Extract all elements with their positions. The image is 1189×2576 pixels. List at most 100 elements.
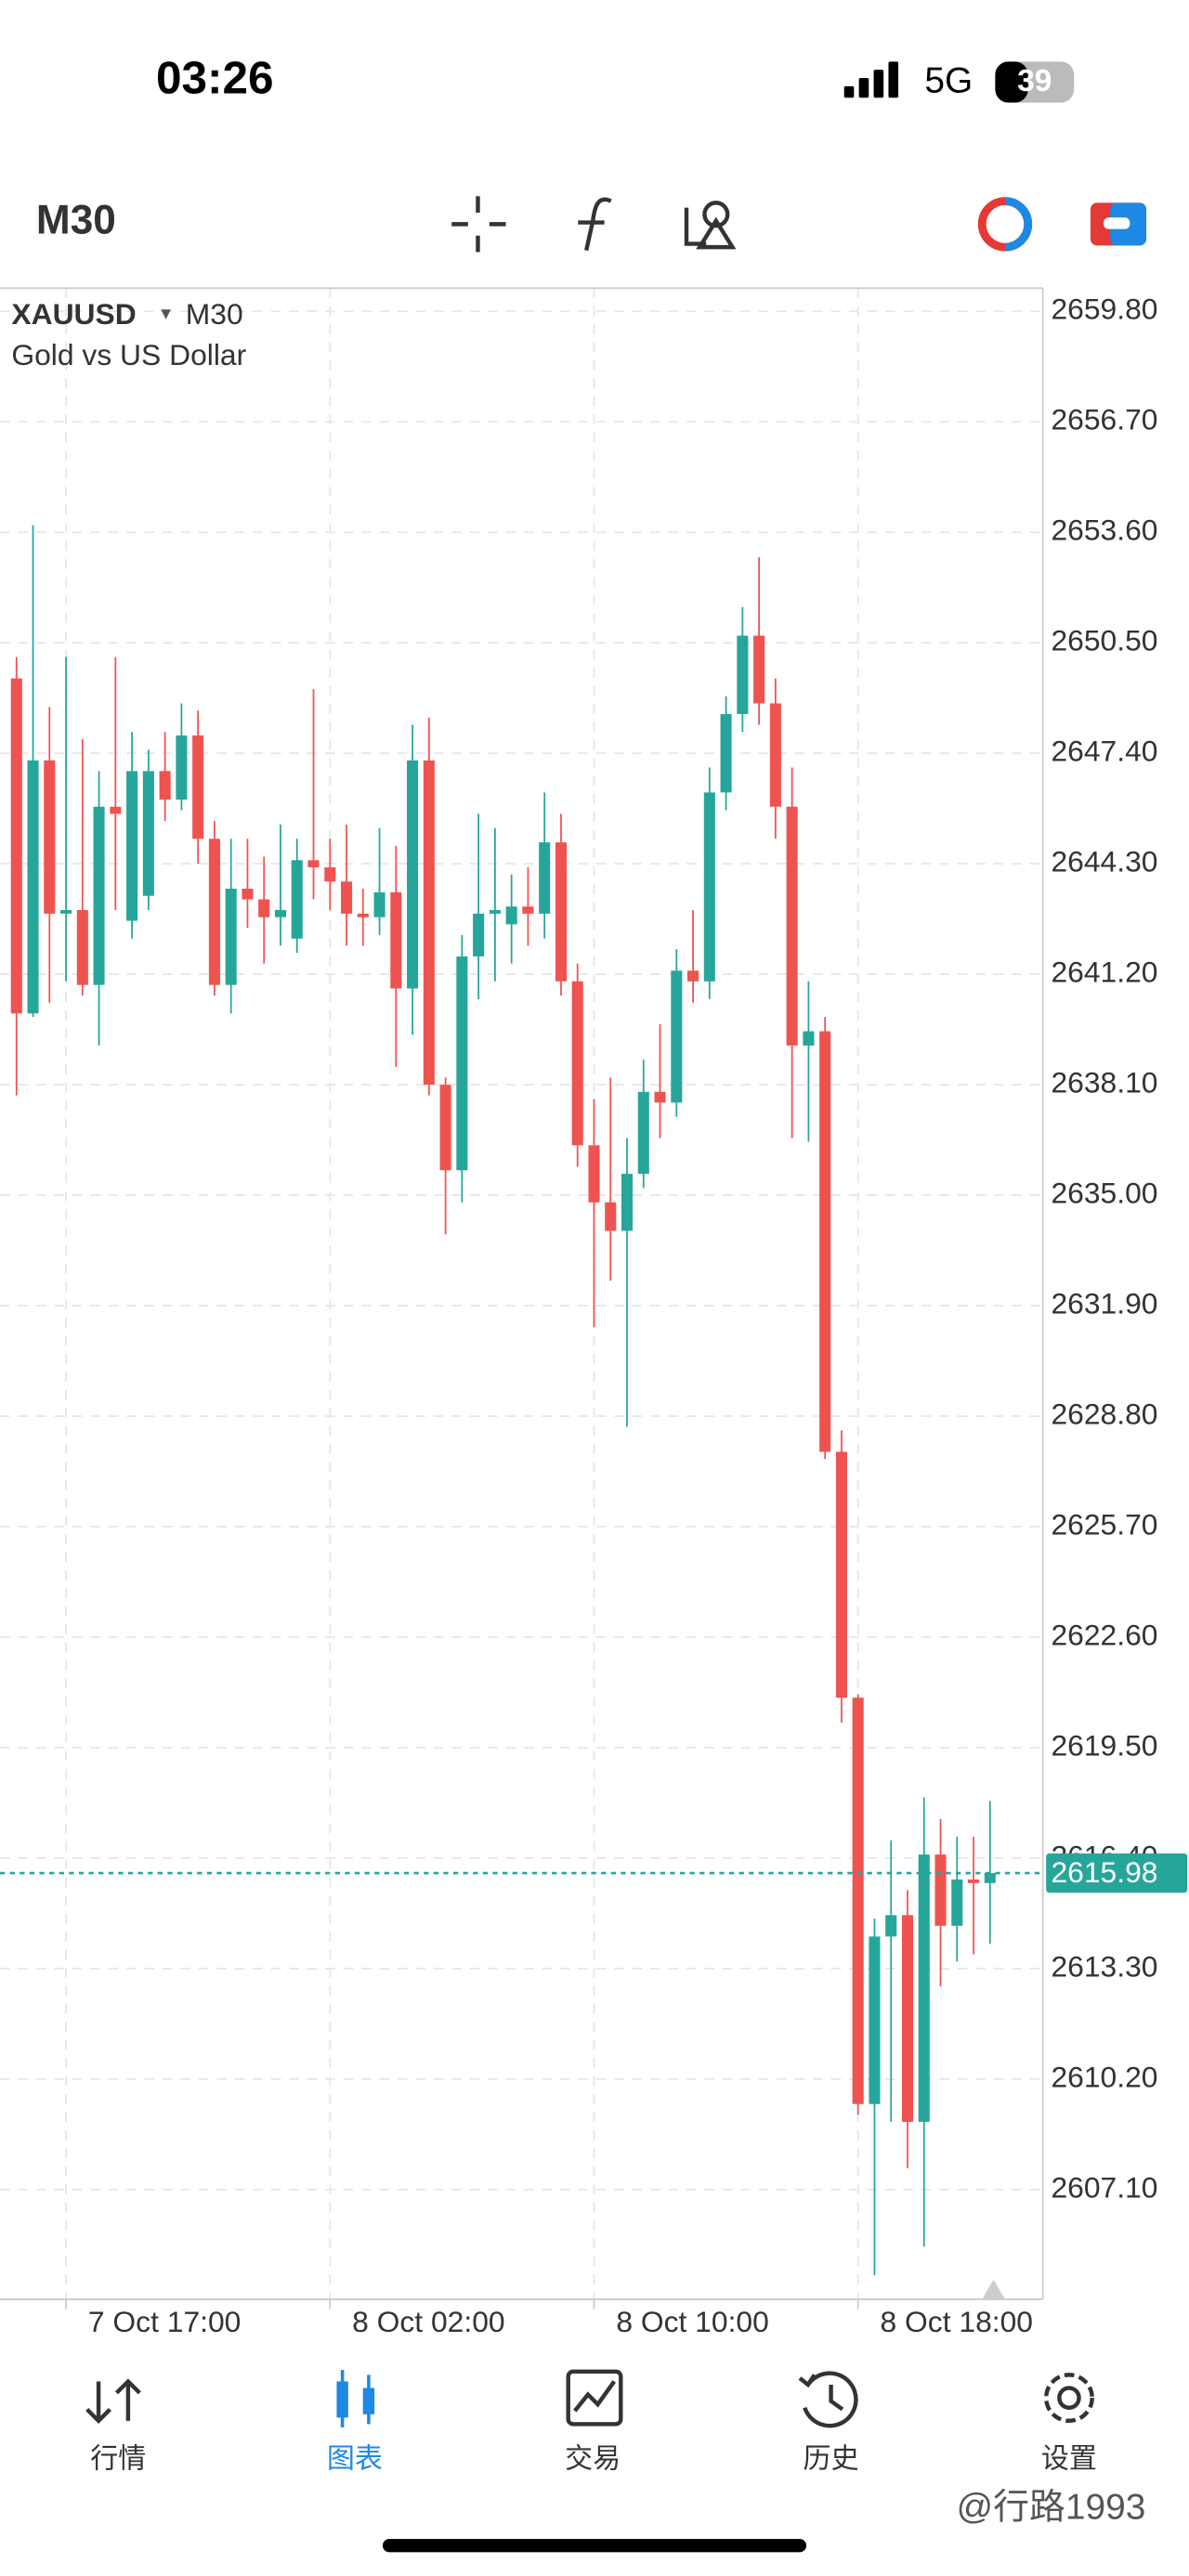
indicator-icon[interactable] — [578, 197, 612, 252]
candle-body — [522, 906, 534, 914]
y-tick-label: 2641.20 — [1051, 956, 1157, 989]
clock: 03:26 — [156, 53, 274, 104]
y-tick-label: 2638.10 — [1051, 1065, 1157, 1099]
candle-body — [373, 891, 385, 917]
legend-timeframe: M30 — [186, 297, 243, 331]
account-icon[interactable] — [1090, 202, 1147, 246]
watermark: @行路1993 — [957, 2488, 1146, 2528]
y-tick-label: 2625.70 — [1051, 1507, 1157, 1541]
candle-body — [703, 792, 715, 982]
candle-body — [110, 806, 122, 814]
x-tick-label: 8 Oct 10:00 — [616, 2305, 768, 2338]
home-indicator — [382, 2539, 807, 2553]
candle-body — [885, 1915, 897, 1937]
candle-body — [159, 771, 171, 800]
objects-icon[interactable] — [684, 201, 737, 250]
battery-text: 39 — [1017, 64, 1052, 98]
quotes-icon[interactable] — [85, 2378, 141, 2425]
candle-body — [324, 866, 336, 882]
candle-body — [737, 635, 749, 714]
timeframe-button[interactable]: M30 — [36, 197, 116, 242]
candle-body — [605, 1202, 617, 1231]
nav-label[interactable]: 交易 — [565, 2443, 621, 2474]
candle-body — [571, 981, 583, 1146]
candle-body — [274, 910, 287, 917]
x-tick-label: 7 Oct 17:00 — [88, 2305, 241, 2338]
legend-symbol: XAUUSD — [11, 297, 136, 331]
y-tick-label: 2613.30 — [1051, 1949, 1157, 1983]
chart-icon[interactable] — [336, 2370, 375, 2427]
signal-icon — [843, 61, 899, 98]
candle-body — [423, 760, 435, 1086]
y-tick-label: 2635.00 — [1051, 1176, 1157, 1209]
candle-body — [539, 842, 551, 914]
candle-body — [819, 1031, 831, 1452]
nav-label[interactable]: 设置 — [1041, 2443, 1097, 2474]
candle-body — [258, 899, 270, 917]
y-tick-label: 2647.40 — [1051, 735, 1157, 768]
candle-body — [637, 1091, 649, 1175]
candle-body — [390, 891, 402, 989]
candle-body — [934, 1854, 947, 1926]
candle-body — [588, 1145, 600, 1203]
candle-body — [208, 839, 220, 985]
candle-body — [654, 1091, 666, 1103]
candle-body — [407, 760, 419, 989]
battery-level — [995, 61, 1028, 103]
candle-body — [340, 881, 353, 914]
y-tick-label: 2644.30 — [1051, 845, 1157, 878]
candle-body — [803, 1031, 815, 1046]
candle-body — [687, 970, 699, 982]
candle-body — [176, 735, 188, 800]
candle-body — [901, 1915, 914, 2122]
candle-body — [27, 760, 39, 1014]
nav-label[interactable]: 历史 — [804, 2443, 859, 2474]
candle-body — [918, 1854, 930, 2122]
chart: 2659.80 2656.70 2653.60 2650.50 2647.40 2644.… — [0, 288, 1188, 2338]
y-tick-label: 2628.80 — [1051, 1397, 1157, 1430]
candle-body — [44, 760, 56, 914]
history-icon[interactable] — [798, 2371, 858, 2428]
y-tick-label: 2650.50 — [1051, 624, 1157, 657]
legend-dropdown[interactable] — [161, 309, 171, 319]
candle-body — [869, 1936, 881, 2104]
y-tick-label: 2619.50 — [1051, 1728, 1157, 1762]
trade-icon[interactable] — [977, 197, 1033, 252]
y-tick-label: 2631.90 — [1051, 1286, 1157, 1320]
settings-icon[interactable] — [1043, 2373, 1094, 2424]
candle-body — [720, 713, 732, 793]
trade-nav-icon[interactable] — [566, 2369, 623, 2426]
x-tick-label: 8 Oct 02:00 — [352, 2305, 504, 2338]
y-tick-label: 2607.10 — [1051, 2170, 1157, 2204]
crosshair-icon[interactable] — [451, 196, 506, 253]
candle-body — [357, 913, 369, 917]
candle-body — [307, 860, 320, 867]
candle-body — [93, 806, 105, 985]
scroll-marker[interactable] — [982, 2279, 1005, 2300]
candle-body — [968, 1879, 980, 1883]
candle-body — [984, 1873, 996, 1883]
candle-body — [439, 1085, 451, 1171]
candle-body — [242, 889, 254, 900]
candle-body — [852, 1698, 864, 2104]
candle-body — [126, 771, 138, 921]
candle-body — [951, 1879, 963, 1926]
y-tick-label: 2659.80 — [1051, 293, 1157, 326]
nav-label[interactable]: 图表 — [327, 2443, 383, 2474]
network: 5G — [924, 61, 973, 101]
candle-body — [142, 771, 154, 896]
candle-body — [489, 910, 501, 914]
nav-label[interactable]: 行情 — [90, 2443, 146, 2474]
candle-body — [835, 1451, 847, 1698]
candle-body — [291, 860, 303, 939]
candle-body — [555, 842, 567, 982]
candle-body — [671, 970, 683, 1103]
candle-body — [505, 906, 517, 925]
candle-body — [10, 678, 22, 1014]
nav-bar: 行情 图表 交易 历史 设置 — [90, 2443, 1097, 2474]
candle-body — [225, 889, 237, 985]
candle-body — [753, 635, 765, 704]
candle-body — [192, 735, 204, 839]
